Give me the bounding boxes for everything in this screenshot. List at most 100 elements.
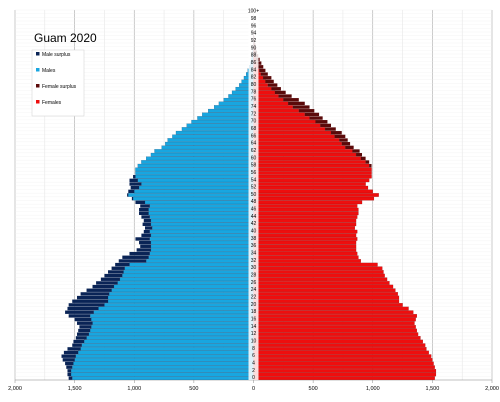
bar-male — [148, 255, 254, 260]
bar-male-surplus — [129, 178, 138, 183]
age-tick-label: 78 — [251, 89, 257, 95]
bar-female — [253, 141, 342, 146]
bar-male-surplus — [67, 347, 81, 351]
bar-female-surplus — [288, 101, 305, 106]
age-tick-label: 70 — [251, 119, 257, 125]
bar-male — [107, 295, 254, 300]
bar-male-surplus — [133, 175, 136, 179]
bar-female-surplus — [356, 153, 363, 157]
age-tick-label: 92 — [251, 38, 257, 44]
bar-male — [150, 222, 254, 227]
bar-female — [253, 233, 357, 238]
age-tick-label: 6 — [252, 353, 255, 359]
bar-female — [253, 193, 379, 197]
bar-female — [253, 149, 353, 153]
bar-male — [107, 299, 254, 304]
bar-male-surplus — [86, 288, 112, 292]
bar-female-surplus — [260, 72, 268, 76]
age-tick-label: 40 — [251, 229, 257, 235]
bar-male — [150, 240, 254, 245]
bar-female — [253, 328, 417, 333]
bar-female — [253, 156, 361, 161]
bar-female — [253, 281, 390, 285]
bar-male-surplus — [141, 233, 151, 237]
bar-female — [253, 277, 388, 282]
bar-male-surplus — [135, 200, 145, 205]
bar-female — [253, 178, 370, 183]
bar-male — [72, 376, 254, 380]
bar-female-surplus — [369, 164, 372, 168]
bar-female-surplus — [325, 127, 336, 131]
age-tick-label: 28 — [251, 273, 257, 279]
bar-male — [150, 244, 254, 249]
bar-male-surplus — [73, 339, 85, 344]
bar-female — [253, 182, 366, 186]
bar-female — [253, 105, 293, 109]
bar-male — [91, 325, 254, 329]
age-tick-label: 44 — [251, 214, 257, 220]
age-tick-label: 18 — [251, 309, 257, 315]
bar-female — [253, 292, 398, 296]
bar-female — [253, 270, 384, 274]
x-tick-label: 2,000 — [8, 386, 22, 392]
bar-male — [172, 134, 254, 139]
bar-female — [253, 119, 316, 124]
bar-male — [148, 207, 254, 212]
bar-male-surplus — [68, 303, 105, 307]
bar-male — [70, 372, 254, 377]
bar-female — [253, 339, 423, 344]
bar-male-surplus — [104, 273, 123, 278]
x-tick-label: 1,500 — [68, 386, 82, 392]
bar-female — [253, 321, 415, 325]
bar-female — [253, 332, 419, 336]
bar-male — [165, 141, 254, 146]
bar-male-surplus — [130, 185, 140, 190]
bar-female — [253, 303, 403, 307]
bar-male — [150, 248, 254, 252]
bar-male-surplus — [79, 325, 92, 329]
bar-female-surplus — [271, 87, 281, 91]
age-tick-label: 52 — [251, 185, 257, 191]
bar-female — [253, 259, 361, 263]
bar-female — [253, 347, 427, 351]
bar-male — [149, 237, 254, 241]
age-tick-label: 82 — [251, 75, 257, 81]
age-tick-label: 22 — [251, 294, 257, 300]
bar-male-surplus — [139, 240, 151, 245]
legend-label: Male surplus — [42, 52, 71, 58]
bar-male-surplus — [142, 222, 151, 226]
bar-female — [253, 130, 332, 135]
bar-male — [86, 336, 254, 340]
age-tick-label: 20 — [251, 302, 257, 308]
bar-male — [144, 200, 254, 205]
bars — [61, 21, 437, 380]
bar-male — [149, 204, 254, 208]
bar-male-surplus — [100, 277, 120, 281]
age-tick-label: 36 — [251, 243, 257, 249]
bar-male-surplus — [67, 369, 72, 373]
age-tick-label: 84 — [251, 67, 257, 73]
bar-male-surplus — [118, 259, 147, 263]
bar-female — [253, 251, 358, 256]
bar-female — [253, 369, 437, 373]
bar-female-surplus — [265, 79, 274, 84]
bar-male — [73, 361, 254, 366]
bar-female — [253, 350, 429, 355]
bar-female — [253, 108, 299, 113]
bar-male — [141, 160, 254, 164]
bar-female — [253, 222, 357, 227]
bar-female — [253, 112, 305, 117]
bar-female — [253, 358, 433, 362]
bar-female — [253, 211, 359, 216]
bar-female-surplus — [352, 149, 360, 153]
bar-female-surplus — [283, 98, 299, 102]
x-tick-label: 0 — [252, 386, 255, 392]
bar-female-surplus — [256, 61, 262, 65]
bar-male — [119, 277, 254, 282]
bar-male — [134, 189, 254, 194]
bar-female — [253, 204, 358, 208]
age-tick-label: 14 — [251, 324, 257, 330]
age-tick-label: 66 — [251, 133, 257, 139]
bar-male-surplus — [77, 332, 89, 336]
bar-female — [253, 372, 437, 377]
